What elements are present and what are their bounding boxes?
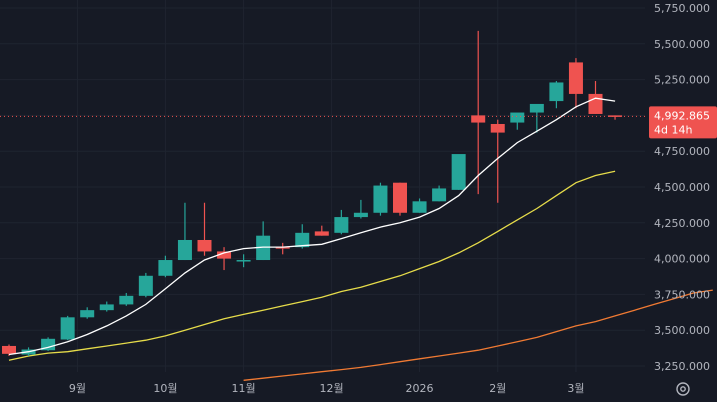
candle-body: [314, 231, 329, 236]
candle-body: [432, 188, 447, 202]
x-tick-label: 10월: [153, 382, 177, 395]
grid-lines: [0, 0, 645, 372]
candle-body: [80, 310, 95, 318]
y-tick-label: 5,500.000: [654, 38, 710, 51]
candle-body: [60, 317, 75, 340]
y-tick-label: 3,750.000: [654, 288, 710, 301]
candle-body: [334, 217, 349, 233]
candle-body: [177, 239, 192, 261]
candle-body: [490, 123, 505, 133]
candle-body: [412, 201, 427, 213]
candle-body: [588, 93, 603, 114]
candle-body: [373, 185, 388, 213]
x-tick-label: 9월: [69, 382, 86, 395]
candle-body: [197, 239, 212, 252]
y-tick-label: 3,500.000: [654, 324, 710, 337]
candle-body: [41, 338, 56, 351]
candle-body: [256, 235, 271, 261]
candle-body: [529, 103, 544, 113]
candle-body: [158, 260, 173, 276]
candle-body: [451, 154, 466, 190]
gear-icon: [676, 382, 690, 396]
y-tick-label: 5,250.000: [654, 74, 710, 87]
x-axis[interactable]: 9월 10월 11월 12월 2026 2월 3월: [69, 382, 585, 395]
x-tick-label: 11월: [232, 382, 256, 395]
candle-body: [353, 212, 368, 218]
x-tick-label: 2026: [406, 382, 434, 395]
y-axis[interactable]: 5,750.0005,500.0005,250.0005,000.0004,75…: [654, 2, 710, 373]
ma-long-line: [243, 289, 713, 381]
x-tick-label: 12월: [320, 382, 344, 395]
y-tick-label: 3,250.000: [654, 360, 710, 373]
candles: [2, 30, 623, 356]
candle-body: [2, 345, 16, 354]
candle-body: [608, 115, 623, 117]
candle-body: [510, 112, 525, 123]
candle-body: [393, 182, 407, 213]
candle-body: [568, 62, 583, 94]
y-tick-label: 4,000.000: [654, 253, 710, 266]
y-tick-label: 5,750.000: [654, 2, 710, 15]
ma-short-line: [8, 97, 616, 356]
last-price-badge: [649, 106, 717, 139]
candle-body: [138, 275, 153, 296]
candle-body: [217, 251, 232, 259]
candle-body: [99, 304, 114, 311]
x-tick-label: 3월: [567, 382, 584, 395]
last-price-value: 4,992.865: [654, 109, 710, 122]
ma-short-series: [8, 97, 616, 356]
ma-long-series: [243, 289, 713, 381]
candle-body: [119, 295, 134, 305]
y-tick-label: 4,750.000: [654, 145, 710, 158]
candle-body: [471, 115, 486, 123]
y-tick-label: 4,500.000: [654, 181, 710, 194]
candle-body: [295, 232, 310, 248]
last-price-countdown: 4d 14h: [654, 123, 692, 136]
ma-mid-line: [8, 170, 616, 361]
candle-body: [275, 247, 290, 249]
candle-body: [549, 82, 564, 102]
x-tick-label: 2월: [489, 382, 506, 395]
candle-body: [236, 260, 251, 262]
ma-mid-series: [8, 170, 616, 361]
y-tick-label: 4,250.000: [654, 217, 710, 230]
settings-icon[interactable]: [674, 380, 692, 398]
